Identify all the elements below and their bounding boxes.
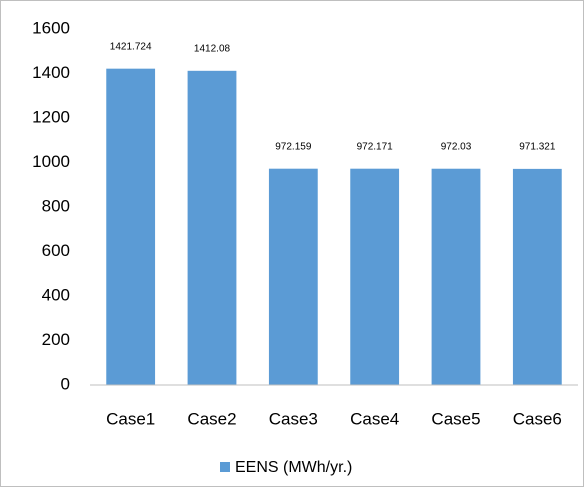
bar (268, 168, 318, 385)
y-tick-label: 1400 (32, 63, 70, 82)
y-tick-label: 1200 (32, 107, 70, 126)
y-tick-label: 600 (42, 241, 70, 260)
data-label: 972.159 (275, 141, 312, 152)
y-tick-label: 0 (61, 374, 70, 393)
y-tick-label: 200 (42, 330, 70, 349)
data-label: 971.321 (519, 142, 556, 153)
data-label: 1421.724 (110, 41, 152, 52)
y-tick-label: 1000 (32, 152, 70, 171)
x-tick-label: Case3 (269, 409, 318, 428)
bar (350, 168, 400, 385)
legend-swatch (220, 462, 230, 472)
y-tick-label: 400 (42, 285, 70, 304)
x-tick-label: Case1 (106, 409, 155, 428)
x-tick-label: Case5 (431, 409, 480, 428)
bar (106, 68, 156, 385)
bar (512, 168, 562, 385)
bar (431, 168, 481, 385)
data-label: 972.03 (441, 141, 472, 152)
data-label: 972.171 (357, 141, 394, 152)
x-tick-label: Case4 (350, 409, 399, 428)
y-tick-label: 800 (42, 196, 70, 215)
y-tick-label: 1600 (32, 18, 70, 37)
legend-label: EENS (MWh/yr.) (235, 459, 352, 476)
x-tick-label: Case2 (187, 409, 236, 428)
x-tick-label: Case6 (513, 409, 562, 428)
bar (187, 70, 237, 386)
data-label: 1412.08 (194, 43, 231, 54)
